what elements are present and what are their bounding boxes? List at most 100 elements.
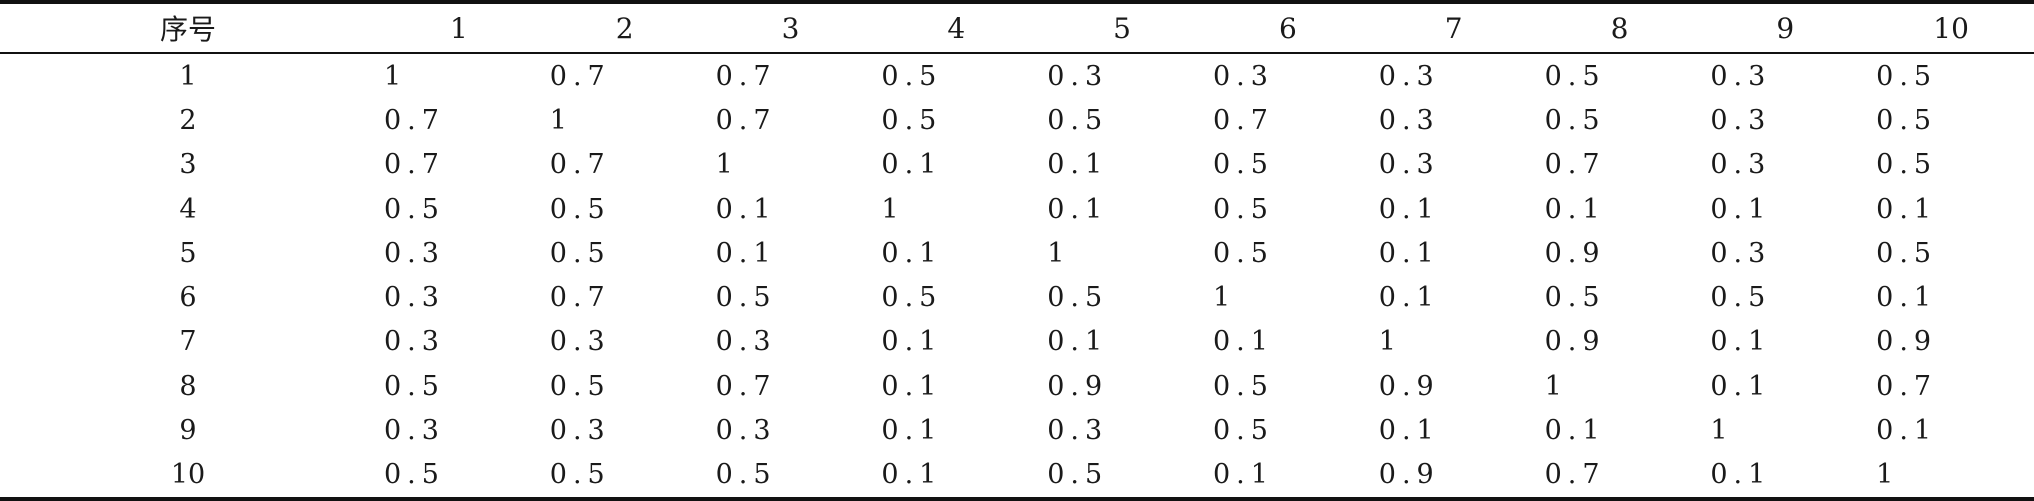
value-cell: 1: [549, 104, 573, 136]
table-header: 序号 1 2 3 4 5 6 7 8 9 10: [0, 2, 2034, 53]
value-cell: 0.5: [1544, 104, 1606, 136]
value-cell: 0.5: [1212, 193, 1274, 225]
value-cell: 0.9: [1047, 370, 1109, 402]
value-cell: 0.7: [1544, 149, 1606, 181]
value-cell: 1: [715, 149, 739, 181]
value-cell: 0.7: [384, 149, 445, 181]
value-cell: 0.5: [1876, 104, 1938, 136]
table-row: 8 0.5 0.5 0.7 0.1 0.9 0.5 0.9 1 0.1 0.7: [0, 364, 2034, 408]
value-cell: 0.5: [881, 60, 943, 92]
table-row: 5 0.3 0.5 0.1 0.1 1 0.5 0.1 0.9 0.3 0.5: [0, 231, 2034, 275]
value-cell: 1: [1378, 326, 1402, 358]
value-cell: 0.7: [715, 104, 777, 136]
value-cell: 0.5: [549, 237, 611, 269]
value-cell: 0.3: [384, 326, 445, 358]
value-cell: 0.7: [384, 104, 445, 136]
row-index-cell: 2: [179, 104, 197, 136]
header-row: 序号 1 2 3 4 5 6 7 8 9 10: [0, 2, 2034, 53]
value-cell: 0.5: [1047, 104, 1109, 136]
value-cell: 0.5: [384, 459, 445, 491]
value-cell: 1: [1212, 282, 1237, 314]
header-cell-column-9: 9: [1776, 11, 1795, 45]
row-index-cell: 6: [179, 282, 197, 314]
value-cell: 0.5: [1544, 282, 1606, 314]
value-cell: 0.5: [549, 193, 611, 225]
value-cell: 1: [1544, 370, 1568, 402]
value-cell: 0.9: [1378, 459, 1440, 491]
header-cell-column-2: 2: [615, 11, 634, 45]
value-cell: 0.3: [549, 415, 611, 447]
value-cell: 0.1: [1710, 193, 1772, 225]
value-cell: 0.5: [1710, 282, 1772, 314]
value-cell: 0.5: [881, 104, 943, 136]
value-cell: 0.1: [1710, 459, 1772, 491]
value-cell: 0.5: [384, 193, 445, 225]
value-cell: 0.3: [1378, 60, 1440, 92]
value-cell: 0.5: [549, 459, 611, 491]
value-cell: 1: [881, 193, 905, 225]
value-cell: 0.1: [881, 237, 943, 269]
header-cell-index: 序号: [159, 13, 216, 46]
value-cell: 0.5: [715, 282, 777, 314]
value-cell: 0.1: [1378, 237, 1440, 269]
value-cell: 0.9: [1544, 237, 1606, 269]
value-cell: 0.1: [881, 326, 943, 358]
value-cell: 0.1: [1212, 326, 1274, 358]
value-cell: 0.1: [1378, 193, 1440, 225]
value-cell: 0.1: [881, 149, 943, 181]
value-cell: 0.7: [549, 149, 611, 181]
value-cell: 0.1: [881, 459, 943, 491]
value-cell: 0.5: [549, 370, 611, 402]
value-cell: 0.7: [549, 60, 611, 92]
value-cell: 1: [1047, 237, 1071, 269]
value-cell: 0.5: [1047, 282, 1109, 314]
value-cell: 0.1: [1047, 193, 1109, 225]
value-cell: 1: [1710, 415, 1734, 447]
value-cell: 1: [384, 60, 408, 92]
value-cell: 0.5: [1212, 149, 1274, 181]
value-cell: 0.5: [1876, 60, 1938, 92]
value-cell: 0.3: [1710, 104, 1772, 136]
value-cell: 0.1: [1876, 415, 1938, 447]
value-cell: 0.9: [1378, 370, 1440, 402]
row-index-cell: 8: [179, 370, 197, 402]
value-cell: 0.3: [715, 415, 777, 447]
value-cell: 0.1: [881, 370, 943, 402]
value-cell: 0.9: [1876, 326, 1938, 358]
table-row: 3 0.7 0.7 1 0.1 0.1 0.5 0.3 0.7 0.3 0.5: [0, 143, 2034, 187]
value-cell: 0.1: [1378, 282, 1440, 314]
value-cell: 0.3: [1047, 415, 1109, 447]
value-cell: 0.1: [715, 193, 777, 225]
value-cell: 0.1: [1876, 282, 1938, 314]
header-cell-column-8: 8: [1610, 11, 1629, 45]
value-cell: 0.3: [549, 326, 611, 358]
header-cell-column-4: 4: [947, 11, 966, 45]
value-cell: 0.3: [1710, 237, 1772, 269]
value-cell: 0.5: [881, 282, 943, 314]
table-row: 2 0.7 1 0.7 0.5 0.5 0.7 0.3 0.5 0.3 0.5: [0, 98, 2034, 142]
value-cell: 0.1: [1544, 415, 1606, 447]
value-cell: 0.3: [1378, 149, 1440, 181]
row-index-cell: 7: [179, 326, 197, 358]
header-cell-column-6: 6: [1278, 11, 1297, 45]
value-cell: 0.3: [384, 415, 445, 447]
value-cell: 0.5: [1212, 415, 1274, 447]
value-cell: 0.7: [715, 370, 777, 402]
row-index-cell: 10: [170, 459, 206, 491]
value-cell: 0.3: [1047, 60, 1109, 92]
value-cell: 0.7: [1876, 370, 1938, 402]
table-row: 10 0.5 0.5 0.5 0.1 0.5 0.1 0.9 0.7 0.1 1: [0, 453, 2034, 499]
value-cell: 0.5: [1212, 370, 1274, 402]
value-cell: 0.5: [715, 459, 777, 491]
value-cell: 0.3: [1710, 149, 1772, 181]
value-cell: 0.5: [1876, 237, 1938, 269]
value-cell: 0.1: [881, 415, 943, 447]
value-cell: 0.1: [1378, 415, 1440, 447]
value-cell: 0.5: [1544, 60, 1606, 92]
value-cell: 0.1: [1710, 370, 1772, 402]
value-cell: 0.7: [1544, 459, 1606, 491]
row-index-cell: 3: [179, 149, 197, 181]
value-cell: 0.3: [1710, 60, 1772, 92]
